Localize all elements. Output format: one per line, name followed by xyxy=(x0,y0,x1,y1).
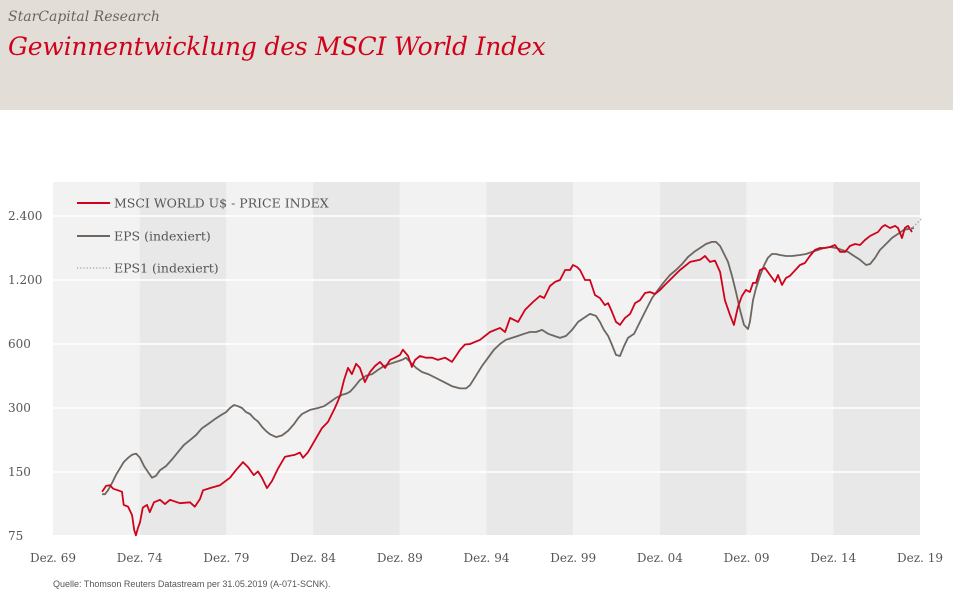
org-name: StarCapital Research xyxy=(8,9,160,25)
legend-label: EPS1 (indexiert) xyxy=(114,261,219,276)
x-tick-label: Dez. 74 xyxy=(117,551,163,565)
x-tick-label: Dez. 19 xyxy=(897,551,943,565)
x-tick-label: Dez. 84 xyxy=(290,551,336,565)
x-tick-label: Dez. 09 xyxy=(724,551,770,565)
chart-band xyxy=(486,182,574,535)
chart-band xyxy=(226,182,314,535)
x-tick-label: Dez. 04 xyxy=(637,551,683,565)
y-tick-label: 1.200 xyxy=(8,273,42,287)
x-tick-label: Dez. 89 xyxy=(377,551,423,565)
chart-band xyxy=(313,182,400,535)
y-tick-label: 300 xyxy=(8,401,31,415)
chart-series xyxy=(101,218,922,537)
chart-band xyxy=(659,182,747,535)
x-tick-label: Dez. 14 xyxy=(810,551,856,565)
source-note: Quelle: Thomson Reuters Datastream per 3… xyxy=(53,579,331,589)
y-tick-label: 2.400 xyxy=(8,209,42,223)
series-line-eps1 xyxy=(909,218,922,230)
series-line-price xyxy=(101,224,913,537)
chart-band xyxy=(833,182,920,535)
page-title: Gewinnentwicklung des MSCI World Index xyxy=(8,32,546,61)
chart-band xyxy=(746,182,834,535)
y-tick-label: 150 xyxy=(8,465,31,479)
x-tick-label: Dez. 94 xyxy=(464,551,510,565)
chart-band xyxy=(573,182,660,535)
legend-label: EPS (indexiert) xyxy=(114,229,211,244)
y-tick-label: 600 xyxy=(8,337,31,351)
x-tick-label: Dez. 69 xyxy=(30,551,76,565)
header-banner: StarCapital Research Gewinnentwicklung d… xyxy=(0,0,953,110)
chart-legend: MSCI WORLD U$ - PRICE INDEX EPS (indexier… xyxy=(77,196,329,276)
y-tick-label: 75 xyxy=(8,529,23,543)
y-axis-ticks: 2.400 1.200 600 300 150 75 xyxy=(8,209,42,543)
x-tick-label: Dez. 79 xyxy=(203,551,249,565)
x-tick-label: Dez. 99 xyxy=(550,551,596,565)
x-axis-ticks: Dez. 69 Dez. 74 Dez. 79 Dez. 84 Dez. 89 Dez. … xyxy=(30,551,943,565)
series-line-eps xyxy=(102,227,915,496)
legend-label: MSCI WORLD U$ - PRICE INDEX xyxy=(114,196,329,211)
chart-band xyxy=(53,182,140,535)
chart-bands xyxy=(53,182,920,535)
